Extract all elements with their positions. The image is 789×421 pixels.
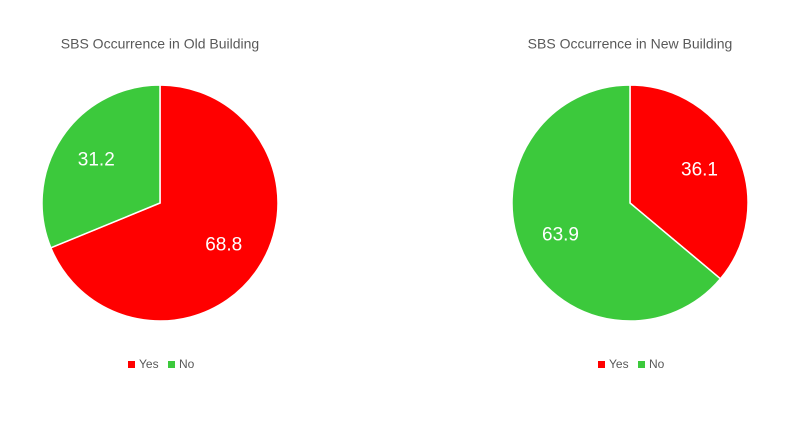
pie-slice bbox=[629, 84, 749, 280]
legend-swatch bbox=[128, 361, 135, 368]
legend-label: Yes bbox=[609, 357, 629, 371]
legend-swatch bbox=[598, 361, 605, 368]
data-label: 63.9 bbox=[542, 224, 579, 245]
data-label: 31.2 bbox=[78, 149, 115, 170]
legend-swatch bbox=[168, 361, 175, 368]
pie-slice bbox=[49, 84, 279, 322]
pie-slice bbox=[41, 84, 161, 249]
data-label: 36.1 bbox=[681, 160, 718, 181]
chart-title: SBS Occurrence in Old Building bbox=[61, 36, 259, 52]
legend-label: No bbox=[179, 357, 195, 371]
data-label: 68.8 bbox=[205, 235, 242, 256]
legend-swatch bbox=[638, 361, 645, 368]
pie-slice bbox=[511, 84, 722, 322]
legend-label: Yes bbox=[139, 357, 159, 371]
legend-label: No bbox=[649, 357, 665, 371]
chart-title: SBS Occurrence in New Building bbox=[528, 36, 733, 52]
